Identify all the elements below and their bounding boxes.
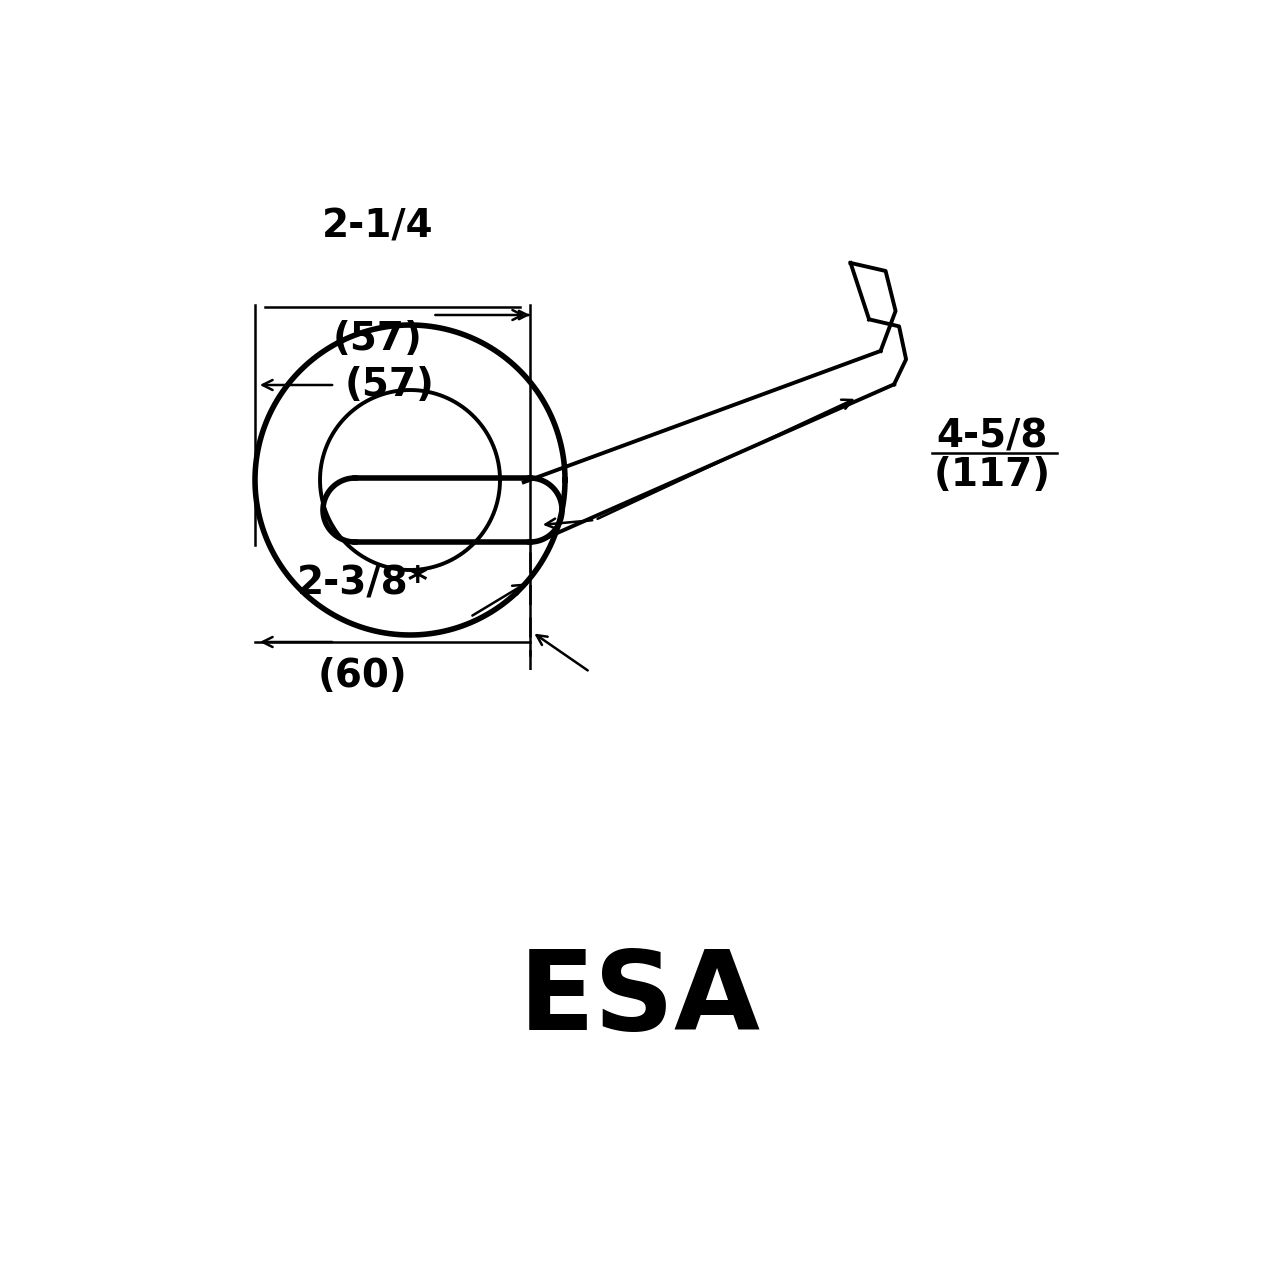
Text: 2-1/4: 2-1/4 — [321, 207, 434, 244]
Text: 2-3/8*: 2-3/8* — [297, 564, 429, 602]
Text: (60): (60) — [317, 657, 407, 695]
Text: (57): (57) — [346, 366, 435, 404]
Text: (117): (117) — [934, 456, 1051, 494]
Text: 4-5/8: 4-5/8 — [937, 417, 1048, 456]
Text: (57): (57) — [333, 320, 422, 358]
Text: ESA: ESA — [518, 946, 762, 1053]
